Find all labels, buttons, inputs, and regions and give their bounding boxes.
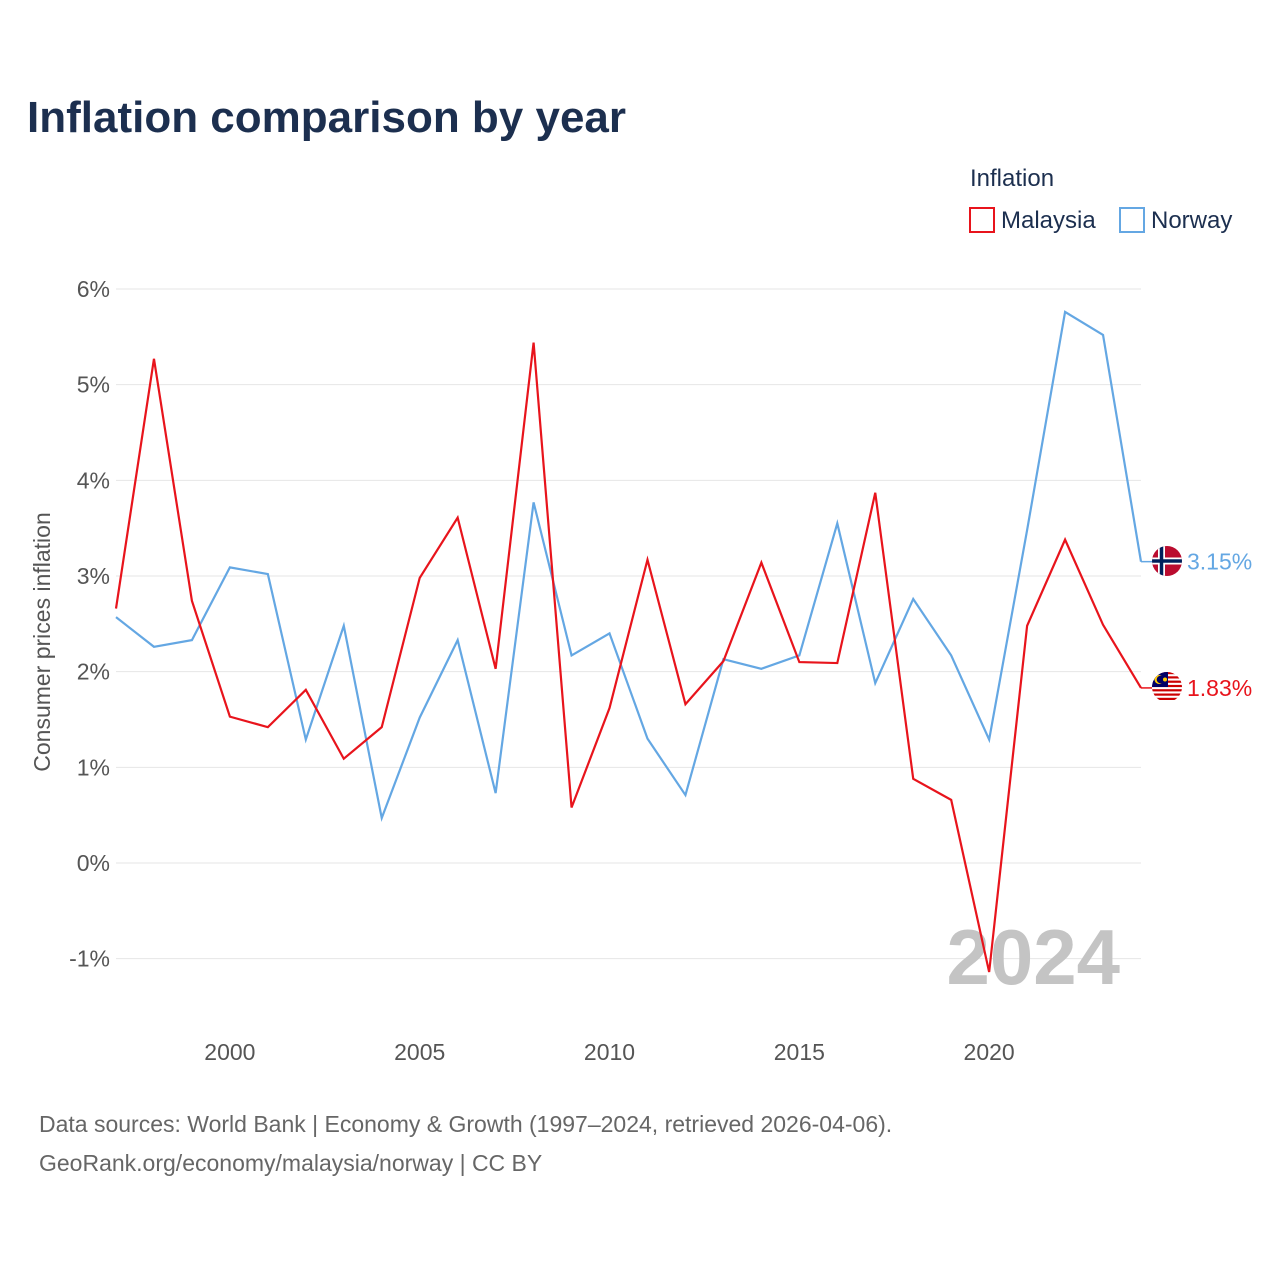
malaysia-flag-icon bbox=[1152, 672, 1182, 702]
end-labels: 3.15% 1.83% bbox=[1141, 549, 1252, 701]
x-axis-ticks: 2000 2005 2010 2015 2020 bbox=[204, 1039, 1014, 1065]
x-tick-label: 2000 bbox=[204, 1039, 255, 1065]
y-tick-label: 6% bbox=[77, 276, 110, 302]
legend-label-malaysia[interactable]: Malaysia bbox=[1001, 207, 1096, 234]
legend-title: Inflation bbox=[970, 165, 1054, 192]
norway-flag-icon bbox=[1152, 546, 1182, 576]
x-tick-label: 2010 bbox=[584, 1039, 635, 1065]
grid bbox=[116, 288, 1141, 960]
series-line-norway[interactable] bbox=[115, 310, 1143, 823]
source-line-2[interactable]: GeoRank.org/economy/malaysia/norway | CC… bbox=[39, 1150, 542, 1176]
y-tick-label: 4% bbox=[77, 467, 110, 493]
y-tick-label: 2% bbox=[77, 659, 110, 685]
legend-swatch-malaysia[interactable] bbox=[969, 207, 995, 233]
legend-label-norway[interactable]: Norway bbox=[1151, 207, 1232, 234]
legend: Inflation Malaysia Norway bbox=[969, 165, 1232, 234]
y-tick-label: 0% bbox=[77, 850, 110, 876]
x-tick-label: 2015 bbox=[774, 1039, 825, 1065]
end-label-norway: 3.15% bbox=[1187, 549, 1252, 575]
chart-title: Inflation comparison by year bbox=[27, 93, 626, 142]
series-lines bbox=[114, 310, 1143, 973]
y-tick-label: -1% bbox=[69, 946, 110, 972]
y-axis-label: Consumer prices inflation bbox=[29, 512, 55, 772]
year-watermark: 2024 bbox=[946, 913, 1120, 1001]
x-tick-label: 2020 bbox=[964, 1039, 1015, 1065]
series-line-malaysia[interactable] bbox=[114, 342, 1142, 973]
y-tick-label: 5% bbox=[77, 372, 110, 398]
y-axis-ticks: 6% 5% 4% 3% 2% 1% 0% -1% bbox=[69, 276, 110, 972]
source-line-1: Data sources: World Bank | Economy & Gro… bbox=[39, 1111, 892, 1137]
end-label-malaysia: 1.83% bbox=[1187, 675, 1252, 701]
x-tick-label: 2005 bbox=[394, 1039, 445, 1065]
legend-swatch-norway[interactable] bbox=[1119, 207, 1145, 233]
y-tick-label: 3% bbox=[77, 563, 110, 589]
y-tick-label: 1% bbox=[77, 754, 110, 780]
